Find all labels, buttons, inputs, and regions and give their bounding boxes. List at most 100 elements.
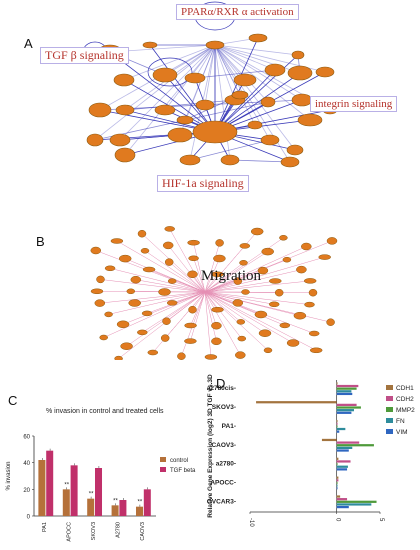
network-b-node	[167, 278, 177, 284]
chart-d-xtick-label: -10	[248, 518, 254, 527]
network-a-node	[109, 133, 131, 147]
network-b-node	[211, 271, 224, 278]
chart-c-bar	[87, 498, 95, 516]
chart-c-legend-label: TGF beta	[170, 468, 196, 474]
chart-c-bar	[46, 450, 54, 516]
network-b-node	[118, 254, 132, 263]
chart-c-ytick-label: 20	[23, 488, 30, 494]
network-b-node	[128, 299, 141, 307]
chart-d-legend-label: MMP2	[396, 407, 415, 414]
network-b-node	[116, 320, 130, 329]
chart-d-legend-label: VIM	[396, 429, 408, 436]
network-b-node	[263, 347, 273, 354]
network-b-node	[104, 265, 116, 272]
network-b-node	[279, 235, 288, 241]
network-b-node	[137, 229, 147, 238]
chart-d-legend-label: CDH2	[396, 396, 414, 403]
chart-d-bar	[336, 484, 338, 487]
network-b-node	[94, 299, 106, 307]
chart-c-significance: **	[89, 492, 94, 498]
network-b-node	[188, 305, 197, 314]
network-b-node	[188, 255, 199, 262]
chart-d-bar	[336, 411, 352, 414]
network-b-node	[257, 266, 269, 275]
chart-d-category-label: APOCC-	[210, 479, 236, 486]
panel-a-label: A	[24, 36, 33, 51]
network-a-node	[142, 41, 158, 49]
chart-c-ytick-label: 0	[27, 515, 31, 521]
chart-d-bar	[336, 468, 348, 471]
chart-c-legend-swatch	[160, 457, 166, 462]
chart-d-category-label: PA1-	[222, 423, 236, 430]
network-b-node	[141, 310, 153, 317]
network-b-node	[269, 278, 282, 284]
network-b-node	[236, 319, 246, 325]
network-b-node	[142, 266, 156, 273]
chart-d-bar	[336, 427, 346, 431]
network-b-node	[204, 354, 218, 360]
migration-label: Migration	[201, 268, 261, 284]
network-b-node	[140, 248, 150, 254]
chart-c-bar	[62, 489, 70, 516]
network-a-node	[248, 33, 268, 43]
chart-d-bar	[336, 384, 359, 388]
callout-hif: HIF-1a signaling	[157, 175, 249, 193]
network-b-node	[126, 288, 136, 295]
network-b-node	[99, 334, 108, 341]
network-b-node	[301, 242, 312, 251]
chart-d-bar	[336, 487, 338, 490]
panel-c-label: C	[8, 393, 18, 408]
network-b-node	[308, 330, 320, 337]
chart-c-significance: **	[113, 498, 118, 504]
network-a-node	[114, 147, 136, 163]
network-b-node	[296, 265, 307, 274]
chart-c-bar	[38, 460, 46, 516]
network-a-node	[220, 154, 240, 166]
chart-c-category-label: CAOV3	[140, 522, 146, 541]
chart-d-bar	[336, 481, 338, 485]
chart-d-bar	[321, 438, 337, 442]
chart-c-category-label: APOCC	[67, 522, 73, 542]
network-a-node	[184, 72, 206, 84]
network-b-node	[215, 239, 224, 247]
network-b-node	[164, 226, 175, 232]
network-b-node	[239, 260, 248, 266]
network-b-node	[254, 310, 268, 319]
chart-d-bar	[336, 495, 341, 498]
network-b-node	[211, 337, 222, 346]
chart-d-bar	[336, 505, 349, 509]
chart-d-bar	[336, 498, 348, 501]
chart-d-bar	[336, 500, 377, 503]
network-b-node	[184, 322, 197, 329]
network-a-node	[315, 66, 335, 78]
network-a-node	[86, 133, 104, 147]
network-a-node	[195, 99, 215, 111]
chart-d-bar	[336, 382, 338, 385]
chart-d-category-label: a2780cis-	[207, 385, 236, 392]
network-b-node	[187, 270, 198, 279]
network-a-node	[231, 90, 249, 100]
network-a-node	[176, 115, 194, 125]
network-a-node	[179, 154, 201, 166]
chart-d-bar	[336, 503, 372, 506]
network-b-node	[258, 329, 272, 337]
network-b-node	[304, 301, 315, 308]
network-b-node	[293, 311, 307, 320]
chart-c-bar	[111, 505, 119, 516]
chart-c-significance: **	[138, 500, 143, 506]
network-b-node	[211, 306, 224, 313]
chart-c-bar	[143, 489, 151, 516]
chart-c-bar	[119, 500, 127, 516]
chart-d-bar	[336, 444, 374, 447]
chart-d-bar	[336, 409, 354, 412]
panel-b-label: B	[36, 234, 45, 249]
chart-c-bar	[135, 506, 143, 516]
chart-c-title: % invasion in control and treated cells	[46, 408, 164, 415]
chart-d-bar	[336, 425, 338, 428]
network-b-node	[96, 275, 105, 284]
network-b-node	[164, 258, 174, 266]
chart-d-bar	[336, 449, 349, 452]
chart-d-bar	[336, 479, 339, 482]
chart-c-category-label: A2780	[115, 522, 121, 538]
network-b-node	[326, 237, 338, 245]
